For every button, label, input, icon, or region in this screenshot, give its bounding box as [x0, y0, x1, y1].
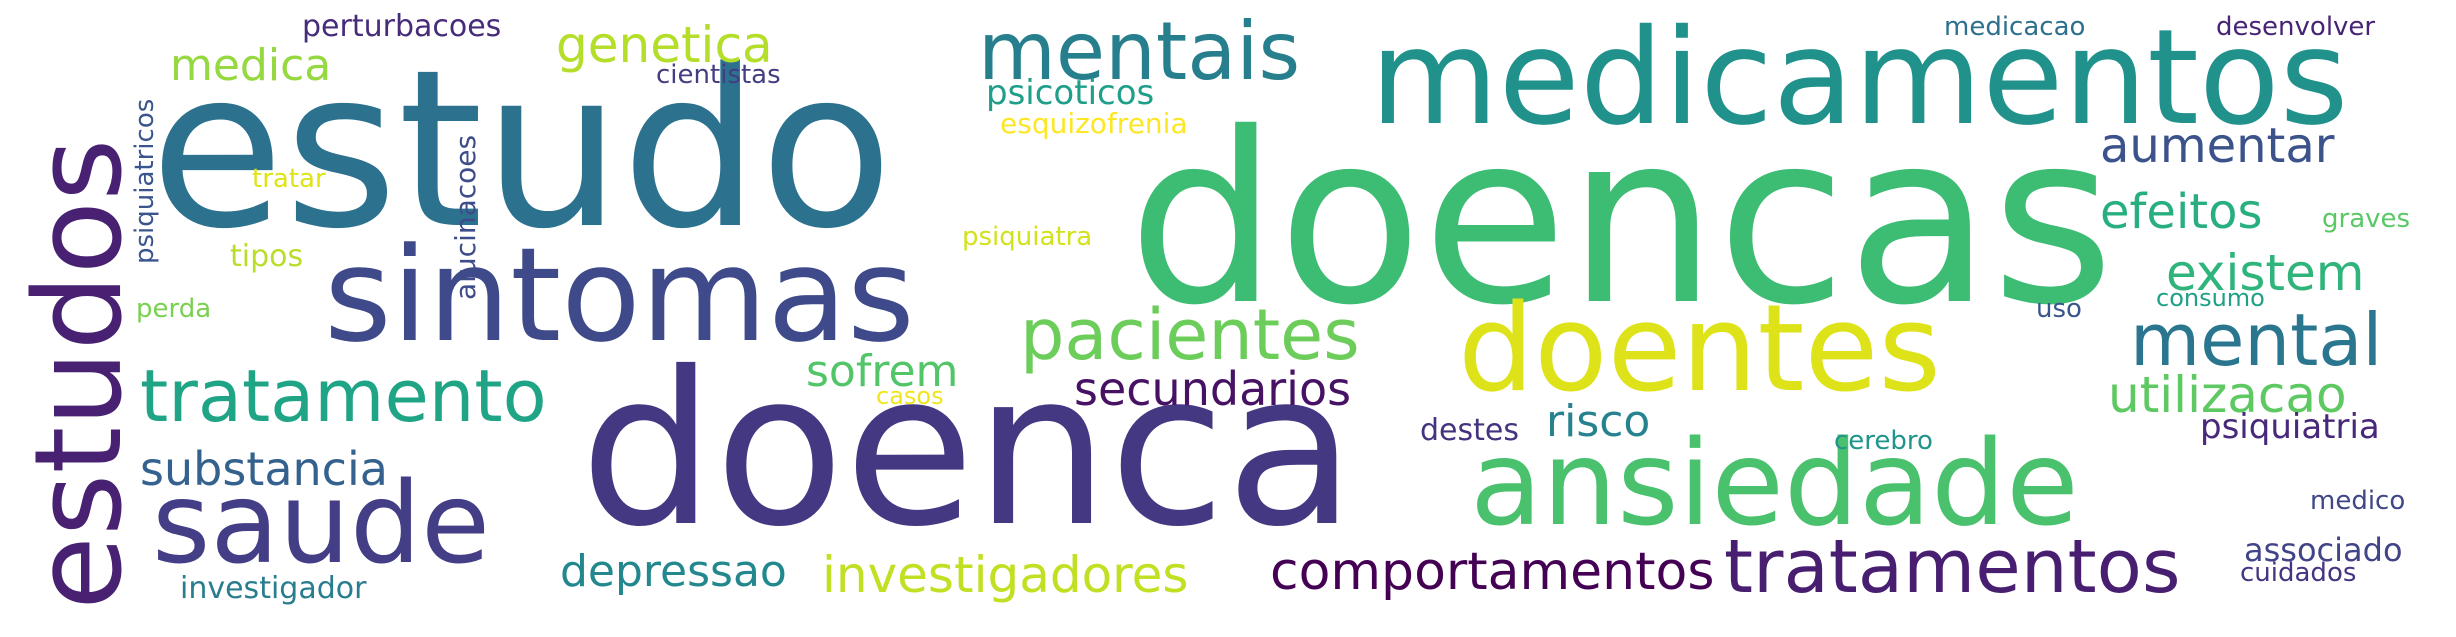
- word-psiquiatricos: psiquiatricos: [130, 98, 160, 264]
- word-existem: existem: [2166, 244, 2365, 302]
- word-investigadores: investigadores: [822, 546, 1189, 604]
- word-medico: medico: [2310, 486, 2406, 516]
- word-perda: perda: [136, 294, 212, 324]
- word-estudo: estudo: [150, 24, 894, 277]
- word-cerebro: cerebro: [1834, 426, 1933, 456]
- word-efeitos: efeitos: [2100, 184, 2263, 240]
- word-mentais: mentais: [978, 5, 1301, 98]
- word-tipos: tipos: [230, 239, 304, 274]
- word-sintomas: sintomas: [324, 219, 915, 371]
- word-risco: risco: [1546, 396, 1651, 447]
- word-uso: uso: [2036, 294, 2082, 324]
- word-associado: associado: [2244, 531, 2403, 569]
- word-estudos: estudos: [10, 138, 149, 610]
- word-esquizofrenia: esquizofrenia: [1000, 107, 1188, 140]
- word-tratamentos: tratamentos: [1724, 524, 2181, 610]
- word-ansiedade: ansiedade: [1470, 414, 2079, 552]
- word-mental: mental: [2130, 298, 2383, 382]
- word-medicamentos: medicamentos: [1370, 1, 2349, 155]
- word-investigador: investigador: [180, 571, 367, 606]
- word-cientistas: cientistas: [656, 60, 781, 90]
- word-tratar: tratar: [252, 164, 326, 194]
- word-aumentar: aumentar: [2100, 118, 2335, 174]
- word-perturbacoes: perturbacoes: [302, 9, 502, 44]
- word-medicacao: medicacao: [1944, 12, 2086, 42]
- word-alucinacoes: alucinacoes: [449, 134, 482, 300]
- word-comportamentos: comportamentos: [1270, 542, 1715, 602]
- word-saude: saude: [152, 459, 490, 589]
- word-medica: medica: [170, 40, 332, 91]
- word-secundarios: secundarios: [1074, 362, 1352, 416]
- word-doentes: doentes: [1458, 280, 1941, 419]
- word-doencas: doencas: [1128, 82, 2115, 357]
- word-psicoticos: psicoticos: [986, 73, 1155, 113]
- word-doenca: doenca: [580, 326, 1356, 573]
- word-sofrem: sofrem: [806, 346, 959, 397]
- word-tratamento: tratamento: [140, 354, 547, 438]
- word-substancia: substancia: [140, 442, 388, 496]
- word-pacientes: pacientes: [1020, 294, 1360, 376]
- word-psiquiatra: psiquiatra: [962, 222, 1093, 252]
- word-casos: casos: [876, 382, 944, 410]
- word-destes: destes: [1420, 413, 1519, 448]
- word-consumo: consumo: [2156, 284, 2265, 312]
- word-cuidados: cuidados: [2240, 558, 2357, 588]
- word-genetica: genetica: [556, 16, 773, 74]
- word-depressao: depressao: [560, 546, 787, 597]
- word-desenvolver: desenvolver: [2216, 12, 2376, 42]
- word-psiquiatria: psiquiatria: [2200, 407, 2380, 447]
- word-utilizacao: utilizacao: [2108, 366, 2347, 424]
- word-graves: graves: [2322, 204, 2411, 234]
